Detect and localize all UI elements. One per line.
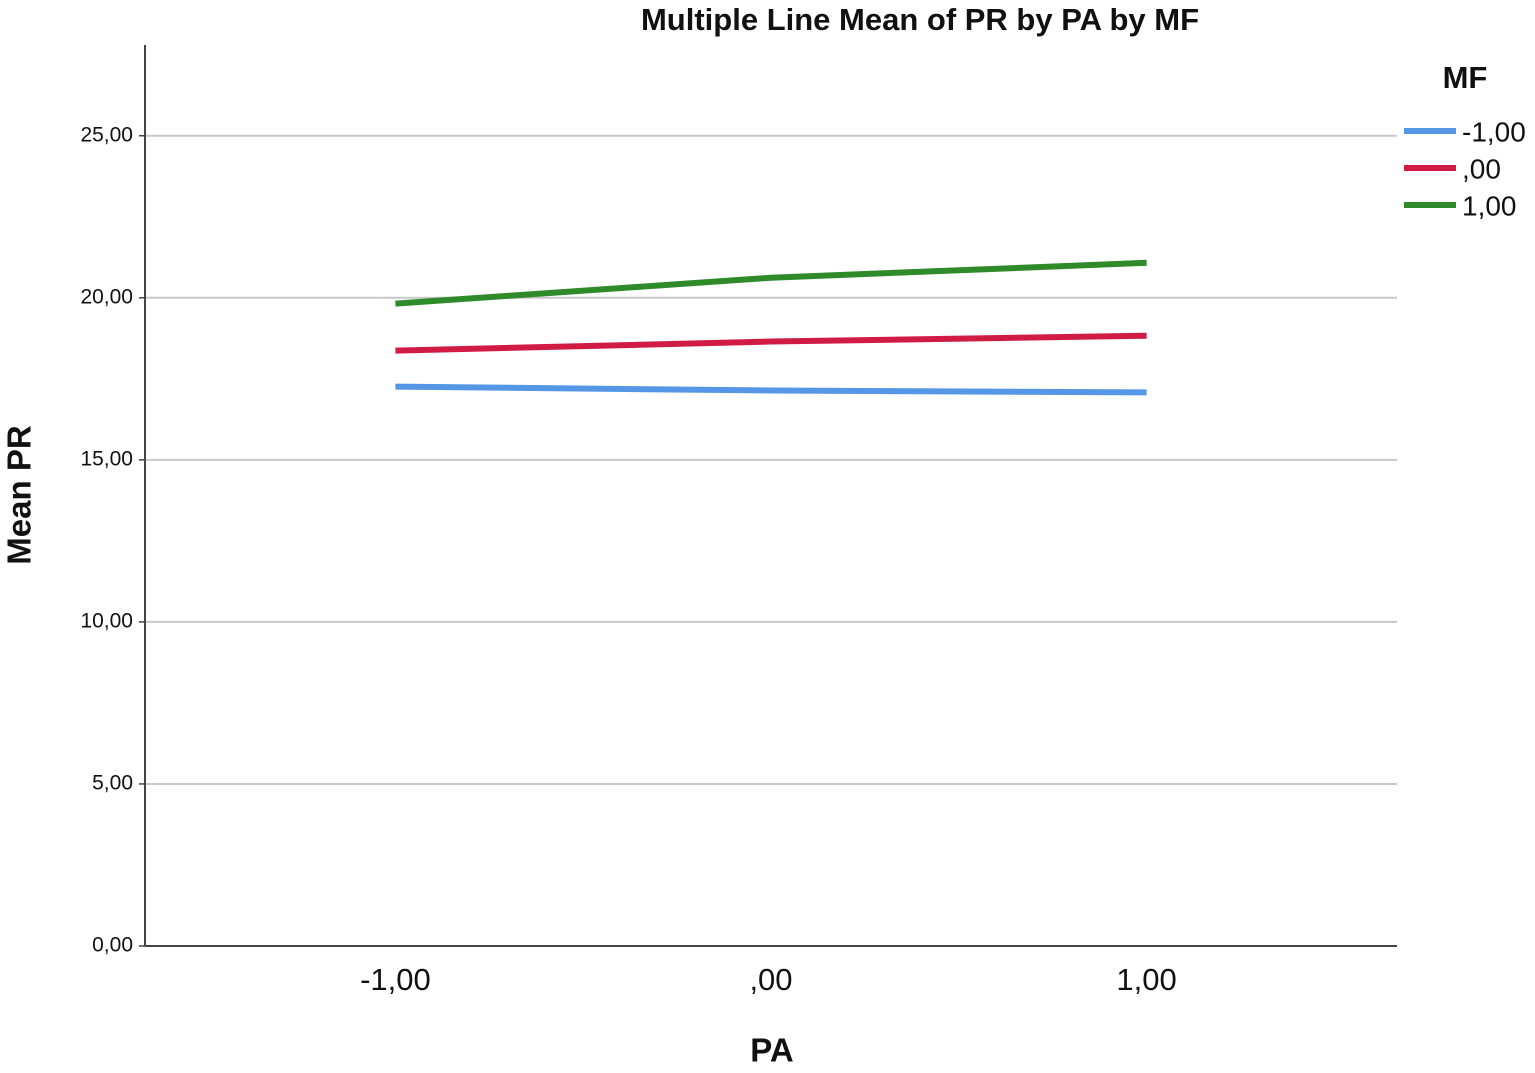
y-tick-label: 15,00 (80, 447, 133, 470)
legend-label: ,00 (1462, 153, 1501, 184)
series-line (395, 383, 1147, 396)
y-tick-label: 20,00 (80, 285, 133, 308)
legend-label: 1,00 (1462, 190, 1517, 221)
x-axis-title: PA (750, 1032, 793, 1069)
series-line (395, 259, 1147, 307)
x-tick-label: 1,00 (1116, 962, 1176, 997)
legend-title: MF (1443, 60, 1488, 95)
y-tick-label: 0,00 (92, 934, 133, 957)
x-tick-label: ,00 (749, 962, 792, 997)
y-tick-label: 10,00 (80, 609, 133, 632)
y-axis-title: Mean PR (1, 425, 38, 565)
x-tick-label: -1,00 (360, 962, 431, 997)
y-tick-label: 25,00 (80, 123, 133, 146)
chart-title: Multiple Line Mean of PR by PA by MF (641, 2, 1199, 37)
y-tick-label: 5,00 (92, 771, 133, 794)
legend-label: -1,00 (1462, 116, 1526, 147)
series-line (395, 332, 1147, 354)
